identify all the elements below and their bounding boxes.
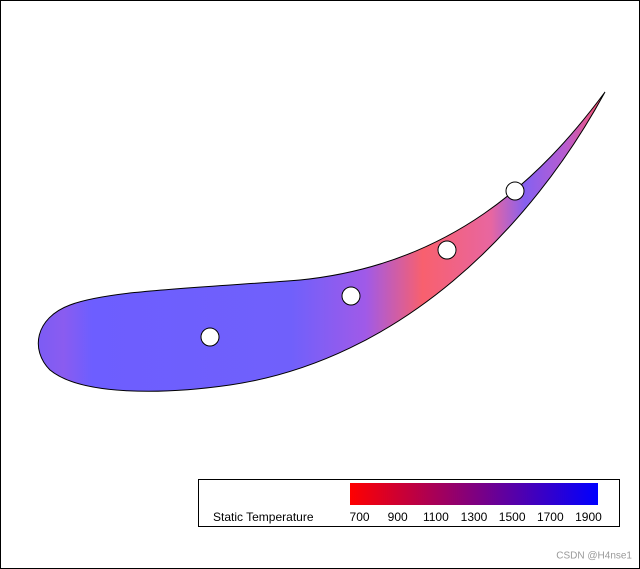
colorbar-tick-label: 1100: [423, 510, 449, 524]
colorbar-tick-label: 1300: [461, 510, 488, 524]
cooling-hole: [200, 327, 220, 347]
colorbar-tick-label: 1900: [575, 510, 602, 524]
blade-contour: [37, 91, 606, 392]
colorbar-tick-label: 900: [388, 510, 408, 524]
colorbar: [350, 483, 598, 505]
cooling-hole: [505, 181, 525, 201]
colorbar-tick-label: 1700: [537, 510, 564, 524]
cooling-hole: [341, 286, 361, 306]
colorbar-label: Static Temperature: [213, 510, 314, 524]
colorbar-tick-label: 700: [350, 510, 370, 524]
watermark: CSDN @H4nse1: [556, 551, 632, 562]
cooling-hole: [437, 240, 457, 260]
colorbar-tick-label: 1500: [499, 510, 526, 524]
